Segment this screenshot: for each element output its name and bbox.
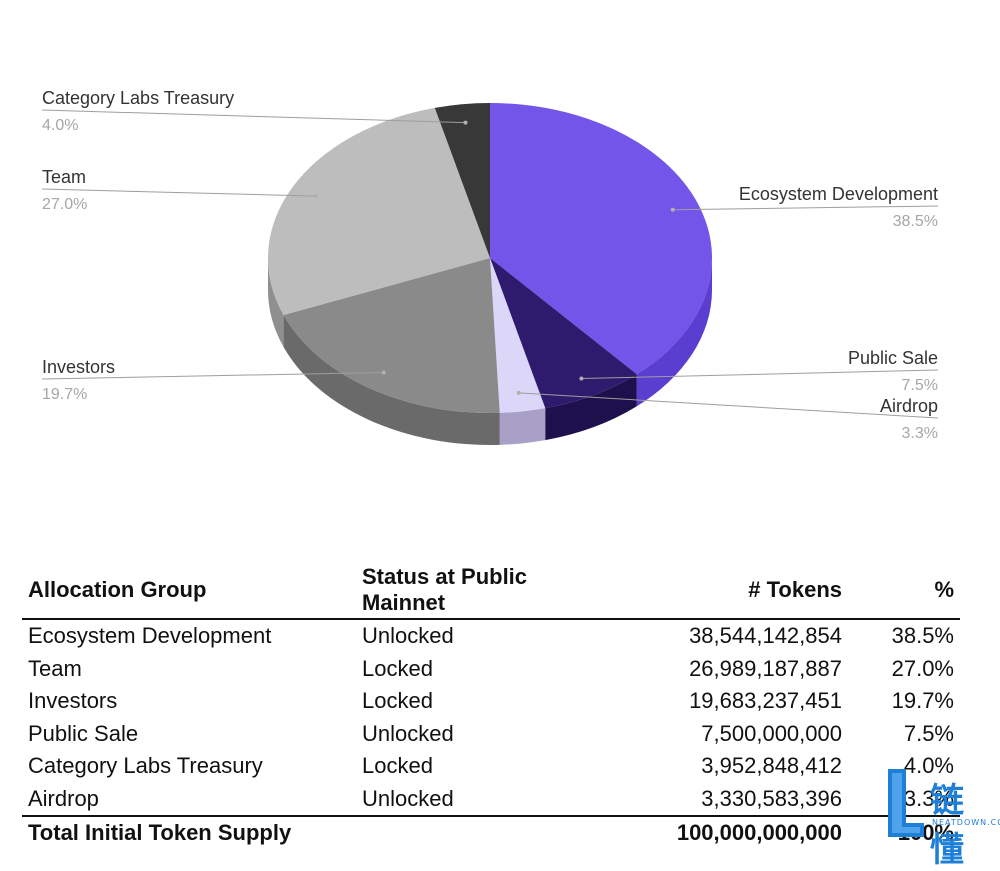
col-tokens: # Tokens (608, 560, 848, 620)
pie-slice-category-labs-treasury (434, 103, 490, 258)
cell-group: Airdrop (28, 785, 99, 811)
cell-group: Team (28, 655, 82, 681)
watermark-logo-icon (888, 769, 924, 837)
slice-label-public-sale: Public Sale (848, 348, 938, 368)
table-header-row: Allocation Group Status at Public Mainne… (22, 560, 960, 620)
pie-slice-investors (283, 258, 500, 413)
cell-status: Unlocked (362, 623, 454, 649)
pie-slice-airdrop (490, 258, 546, 413)
pie-tops (267, 103, 712, 413)
pie-side-airdrop (499, 408, 546, 445)
slice-pct-airdrop: 3.3% (902, 425, 938, 442)
pie-leader-lines (41, 109, 939, 419)
pie-sides (268, 258, 712, 445)
col-percent: % (848, 560, 960, 620)
table-total-row: Total Initial Token Supply 100,000,000,0… (22, 815, 960, 850)
cell-tokens: 38,544,142,854 (689, 623, 842, 649)
pie-slice-public-sale (490, 258, 637, 409)
table-row: Team Locked 26,989,187,887 27.0% (22, 653, 960, 686)
slice-label-category-labs-treasury: Category Labs Treasury (42, 88, 234, 108)
table-row: Category Labs Treasury Locked 3,952,848,… (22, 750, 960, 783)
slice-pct-team: 27.0% (42, 196, 87, 213)
cell-tokens: 3,952,848,412 (701, 753, 842, 779)
cell-group: Ecosystem Development (28, 623, 272, 649)
cell-status: Locked (362, 655, 433, 681)
watermark: 链懂 NEATDOWN.COM (884, 765, 1000, 870)
cell-status: Unlocked (362, 785, 454, 811)
cell-tokens: 3,330,583,396 (701, 785, 842, 811)
cell-total-status (356, 815, 608, 850)
pie-slice-ecosystem-development (490, 103, 712, 375)
leader-line-ecosystem-development (672, 205, 939, 211)
leader-line-category-labs-treasury (41, 109, 466, 124)
leader-line-investors (41, 371, 384, 380)
slice-label-airdrop: Airdrop (880, 396, 938, 416)
allocation-table: Allocation Group Status at Public Mainne… (22, 560, 960, 850)
watermark-subtext: NEATDOWN.COM (932, 818, 1000, 827)
slice-label-investors: Investors (42, 357, 115, 377)
cell-group: Investors (28, 688, 118, 714)
pie-side-public-sale (545, 374, 637, 441)
cell-total-label: Total Initial Token Supply (22, 815, 356, 850)
cell-status: Unlocked (362, 720, 454, 746)
cell-percent: 38.5% (891, 623, 954, 649)
cell-status: Locked (362, 688, 433, 714)
slice-pct-public-sale: 7.5% (902, 377, 938, 394)
cell-total-tokens: 100,000,000,000 (608, 815, 848, 850)
cell-status: Locked (362, 753, 433, 779)
pie-slice-team (267, 107, 490, 316)
cell-tokens: 26,989,187,887 (689, 655, 842, 681)
leader-dot-airdrop (516, 390, 521, 395)
pie-labels: Ecosystem Development 38.5% Public Sale 7.5… (42, 88, 938, 442)
slice-label-ecosystem-development: Ecosystem Development (739, 184, 938, 204)
leader-dot-public-sale (579, 376, 584, 381)
cell-group: Public Sale (28, 720, 139, 746)
col-status: Status at Public Mainnet (356, 560, 608, 620)
table-row: Investors Locked 19,683,237,451 19.7% (22, 685, 960, 718)
cell-tokens: 7,500,000,000 (701, 720, 842, 746)
cell-tokens: 19,683,237,451 (689, 688, 842, 714)
slice-label-team: Team (42, 167, 86, 187)
cell-percent: 27.0% (891, 655, 954, 681)
slice-pct-category-labs-treasury: 4.0% (42, 117, 78, 134)
leader-dot-team (313, 194, 318, 199)
col-allocation-group: Allocation Group (22, 560, 356, 620)
leader-dot-ecosystem-development (670, 207, 675, 212)
cell-percent: 19.7% (891, 688, 954, 714)
leader-dot-category-labs-treasury (463, 120, 468, 125)
table-row: Ecosystem Development Unlocked 38,544,14… (22, 619, 960, 653)
pie-side-team (268, 258, 284, 348)
pie-side-ecosystem-development (636, 258, 712, 407)
leader-line-team (41, 188, 316, 197)
cell-percent: 4.0% (903, 753, 954, 779)
slice-pct-investors: 19.7% (42, 386, 87, 403)
pie-side-investors (283, 315, 500, 445)
leader-dot-investors (381, 370, 386, 375)
cell-group: Category Labs Treasury (28, 753, 263, 779)
pie-chart: Ecosystem Development 38.5% Public Sale 7.5… (41, 88, 939, 445)
cell-percent: 3.3% (903, 785, 954, 811)
leader-line-airdrop (518, 392, 939, 419)
slice-pct-ecosystem-development: 38.5% (893, 213, 938, 230)
cell-percent: 7.5% (903, 720, 954, 746)
table-row: Public Sale Unlocked 7,500,000,000 7.5% (22, 718, 960, 751)
leader-line-public-sale (581, 369, 939, 380)
table-row: Airdrop Unlocked 3,330,583,396 3.3% (22, 783, 960, 817)
